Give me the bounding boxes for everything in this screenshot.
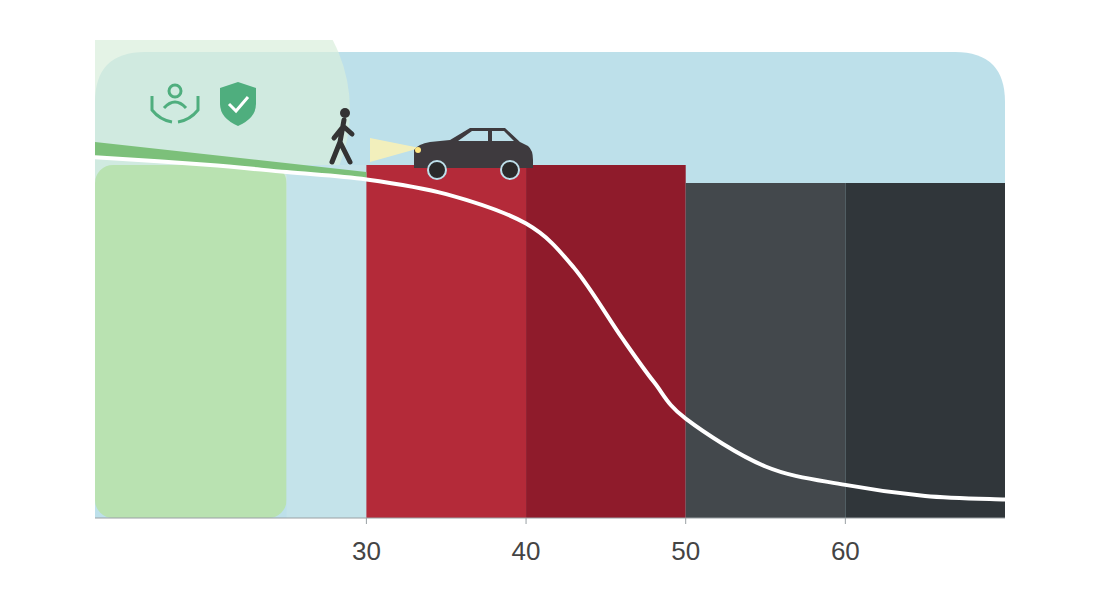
icon-hands — [152, 96, 198, 122]
headlight — [370, 138, 420, 162]
x-tick — [685, 518, 686, 524]
car-headlight — [415, 147, 421, 153]
x-tick-label: 50 — [671, 536, 700, 566]
zone — [95, 165, 287, 518]
icon-check — [229, 97, 248, 111]
pedestrian — [332, 120, 352, 162]
car-wheel — [428, 161, 446, 179]
car-window — [458, 131, 514, 141]
car-wheel — [501, 161, 519, 179]
x-tick-label: 60 — [831, 536, 860, 566]
x-tick-label: 40 — [512, 536, 541, 566]
x-axis-line — [95, 518, 1005, 519]
icon-shield — [220, 82, 256, 126]
icon-person — [169, 85, 181, 97]
zone — [287, 165, 367, 518]
zone — [526, 165, 686, 518]
x-tick — [366, 518, 367, 524]
survival-curve — [95, 157, 1005, 499]
x-tick — [526, 518, 527, 524]
chart: 30 40 50 60 — [0, 0, 1100, 614]
x-tick — [845, 518, 846, 524]
zone — [845, 183, 1005, 518]
pedestrian — [340, 108, 350, 118]
icon-person — [164, 102, 186, 108]
decorations — [152, 82, 533, 179]
x-tick-label: 30 — [352, 536, 381, 566]
sky-background — [95, 52, 1005, 518]
zone — [366, 165, 526, 518]
chart-root: 30 40 50 60 — [0, 0, 1100, 614]
plot-area — [95, 142, 1005, 518]
